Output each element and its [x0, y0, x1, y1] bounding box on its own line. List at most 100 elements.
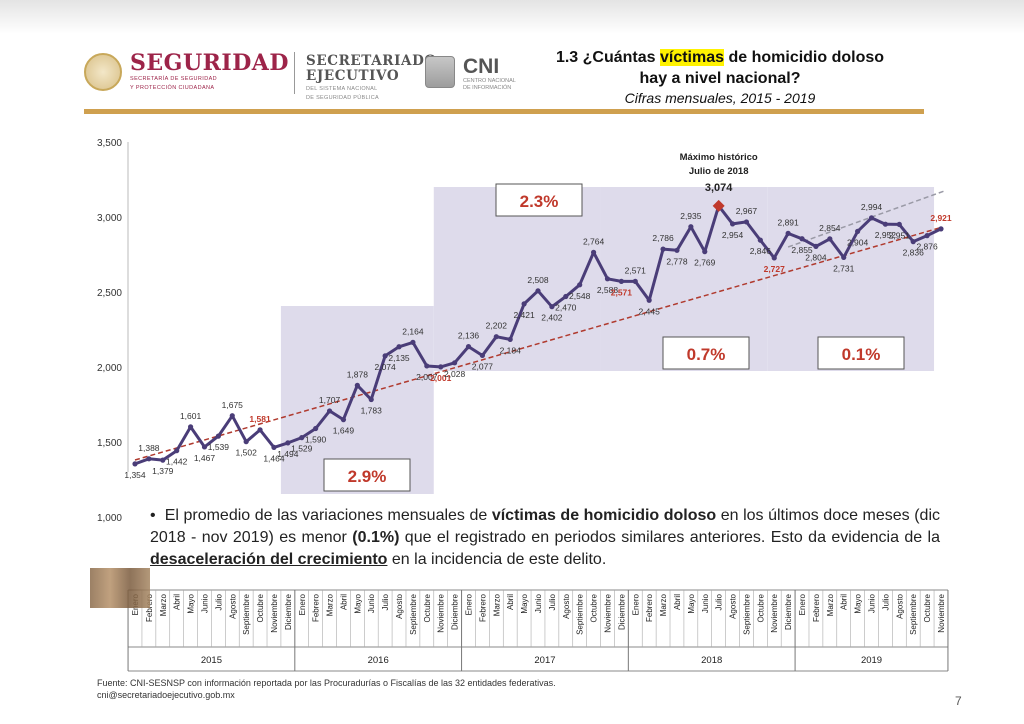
- data-point: [313, 425, 319, 432]
- value-label: 2,951: [889, 230, 911, 240]
- value-label: 1,590: [305, 435, 327, 445]
- month-label: Diciembre: [284, 593, 293, 630]
- header-rule: [84, 109, 924, 114]
- year-label: 2015: [201, 655, 222, 666]
- y-tick-label: 2,500: [97, 288, 122, 299]
- y-tick-label: 3,000: [97, 213, 122, 224]
- data-point: [799, 236, 805, 242]
- data-point: [160, 457, 166, 463]
- cni-title: CNI: [463, 55, 500, 78]
- value-label: 2,994: [861, 202, 883, 212]
- value-label: 1,707: [319, 395, 341, 405]
- month-label: Septiembre: [409, 593, 418, 634]
- data-point: [813, 243, 819, 249]
- value-label: 1,581: [249, 414, 271, 424]
- month-label: Julio: [715, 593, 724, 610]
- month-label: Marzo: [159, 593, 168, 616]
- data-point: [882, 221, 889, 227]
- data-point: [535, 288, 541, 294]
- data-point: [215, 433, 221, 439]
- value-label: 2,135: [388, 353, 410, 363]
- value-label: 2,588: [597, 285, 619, 295]
- month-label: Abril: [673, 594, 682, 610]
- value-label: 1,529: [291, 444, 313, 454]
- peak-annotation-line2: Julio de 2018: [689, 166, 749, 177]
- month-label: Marzo: [492, 593, 501, 616]
- value-label: 2,470: [555, 303, 577, 313]
- month-label: Junio: [200, 593, 209, 613]
- cni-sub2: DE INFORMACIÓN: [463, 85, 512, 91]
- month-label: Julio: [214, 593, 223, 610]
- value-label: 1,675: [222, 400, 244, 410]
- month-label: Enero: [298, 593, 307, 615]
- month-label: Octubre: [423, 593, 432, 622]
- month-label: Mayo: [520, 593, 529, 613]
- year-label: 2019: [861, 655, 882, 666]
- bullet-bold-2: (0.1%): [352, 529, 400, 546]
- month-label: Septiembre: [909, 593, 918, 634]
- data-point: [674, 247, 680, 253]
- data-point: [868, 215, 875, 221]
- value-label: 2,548: [569, 291, 591, 301]
- month-label: Marzo: [326, 593, 335, 616]
- seguridad-sub2: Y PROTECCIÓN CIUDADANA: [130, 85, 215, 91]
- data-point: [632, 278, 638, 284]
- value-label: 2,001: [430, 373, 452, 383]
- growth-rate-label: 2.9%: [348, 467, 387, 486]
- data-point: [563, 293, 569, 300]
- y-tick-label: 1,500: [97, 438, 122, 449]
- historic-figures-image: [90, 568, 150, 608]
- secretariado-line1: SECRETARIADO: [306, 53, 437, 69]
- data-point: [174, 448, 180, 454]
- cni-logo: CNI CENTRO NACIONAL DE INFORMACIÓN: [425, 56, 516, 92]
- month-label: Agosto: [895, 593, 904, 618]
- heading-highlight: víctimas: [659, 49, 725, 66]
- month-label: Octubre: [756, 593, 765, 622]
- cni-sub1: CENTRO NACIONAL: [463, 78, 516, 84]
- logo-divider: [294, 52, 295, 94]
- growth-rate-box: [817, 336, 905, 370]
- summary-bullet: • El promedio de las variaciones mensual…: [150, 507, 941, 568]
- data-point: [827, 236, 833, 242]
- month-label: Marzo: [659, 593, 668, 616]
- value-label: 2,571: [611, 287, 633, 297]
- month-label: Mayo: [854, 593, 863, 613]
- data-point: [340, 417, 347, 423]
- data-point: [368, 396, 374, 403]
- growth-rate-box: [495, 183, 583, 217]
- footer-source: Fuente: CNI-SESNSP con información repor…: [97, 678, 556, 688]
- growth-rate-box: [323, 458, 411, 492]
- month-label: Enero: [631, 593, 640, 615]
- value-label: 1,502: [236, 448, 258, 458]
- data-point: [729, 221, 736, 227]
- month-label: Marzo: [826, 593, 835, 616]
- month-label: Septiembre: [742, 593, 751, 634]
- data-point: [577, 282, 583, 288]
- national-seal-icon: [84, 53, 122, 91]
- data-point: [743, 219, 750, 225]
- value-label: 2,074: [374, 362, 396, 372]
- month-label: Febrero: [312, 593, 321, 622]
- month-label: Noviembre: [270, 593, 279, 632]
- data-point: [229, 413, 235, 419]
- page-heading: 1.3 ¿Cuántas víctimas de homicidio dolos…: [520, 47, 920, 108]
- page-number: 7: [955, 694, 962, 708]
- data-point: [590, 249, 597, 255]
- month-label: Junio: [367, 593, 376, 613]
- y-tick-label: 3,500: [97, 138, 122, 149]
- seguridad-logo: SEGURIDAD SECRETARÍA DE SEGURIDAD Y PROT…: [84, 52, 289, 92]
- secretariado-sub1: DEL SISTEMA NACIONAL: [306, 86, 378, 92]
- value-label: 2,136: [458, 331, 480, 341]
- month-label: Agosto: [562, 593, 571, 618]
- value-label: 2,421: [513, 310, 535, 320]
- footer-email: cni@secretariadoejecutivo.gob.mx: [97, 690, 235, 700]
- cni-badge-icon: [425, 56, 455, 88]
- growth-rate-label: 0.1%: [842, 345, 881, 364]
- data-point: [910, 239, 916, 245]
- top-fade: [0, 0, 1024, 34]
- value-label: 2,891: [777, 217, 799, 227]
- month-label: Septiembre: [242, 593, 251, 634]
- month-label: Enero: [798, 593, 807, 615]
- month-label: Agosto: [228, 593, 237, 618]
